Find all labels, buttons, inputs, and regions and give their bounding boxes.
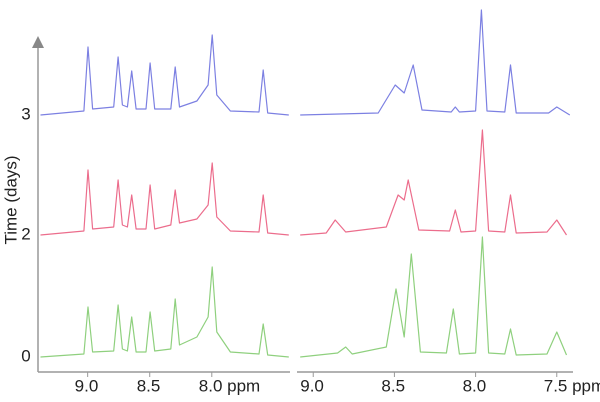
x-tick-label: 8.5	[381, 376, 405, 395]
spectrum-line	[40, 162, 289, 236]
spectrum-line	[40, 34, 289, 116]
x-tick-label: 9.0	[300, 376, 324, 395]
spectrum-line	[300, 9, 571, 116]
y-tick-label: 2	[21, 224, 30, 243]
y-tick-label: 3	[21, 104, 30, 123]
spectrum-line	[300, 129, 568, 236]
x-tick-label: 9.0	[75, 376, 99, 395]
x-tick-label: 7.5 ppm	[544, 376, 600, 395]
y-tick-label: 0	[21, 346, 30, 365]
y-axis-arrow	[32, 36, 44, 48]
spectrum-line	[300, 236, 568, 358]
y-axis-title: Time (days)	[1, 155, 20, 244]
x-tick-label: 8.0	[463, 376, 487, 395]
spectrum-line	[40, 266, 289, 358]
x-tick-label: 8.0 ppm	[199, 376, 260, 395]
x-tick-label: 8.5	[137, 376, 161, 395]
